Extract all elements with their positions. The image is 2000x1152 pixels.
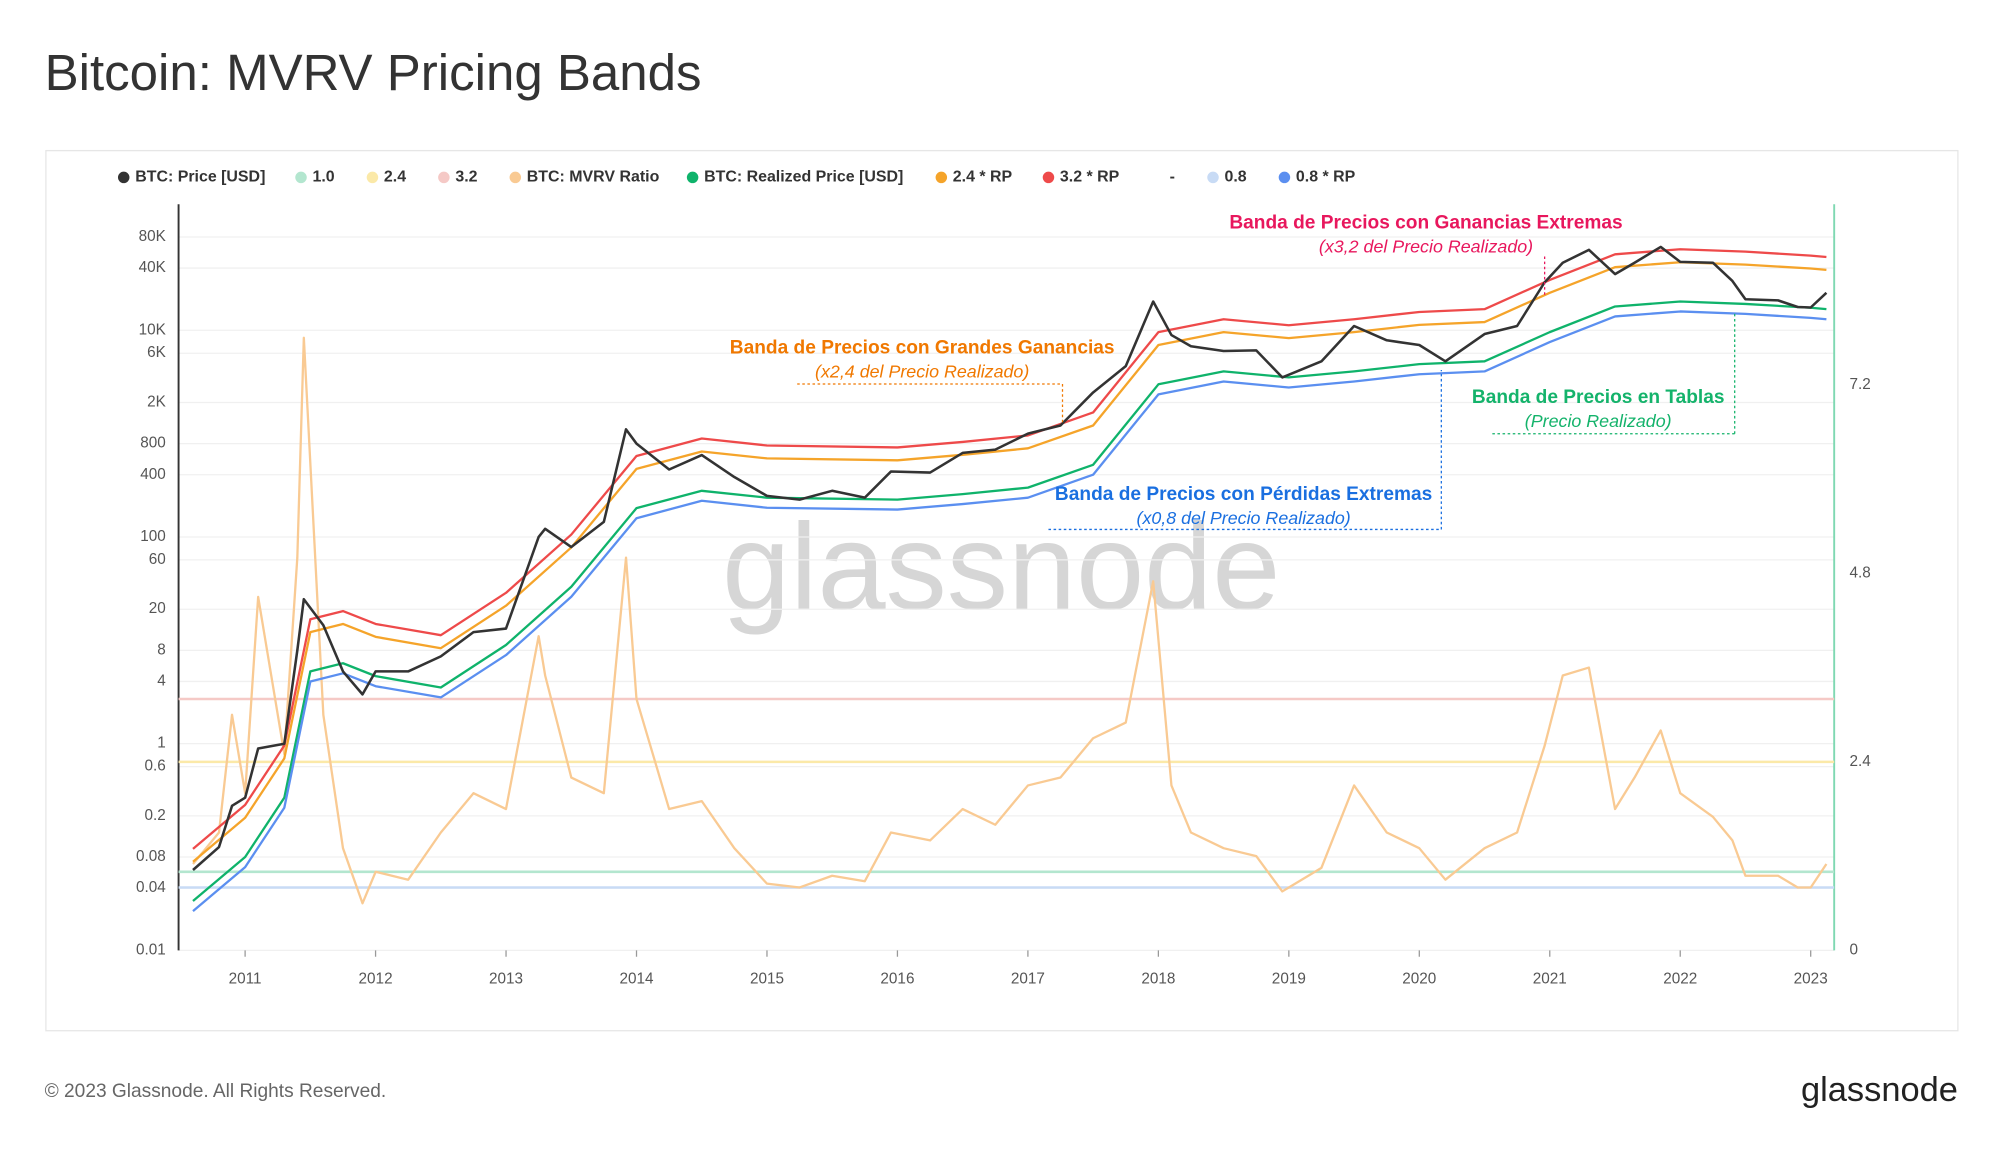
legend-label: 2.4 * RP — [953, 169, 1013, 186]
legend-label: 0.8 — [1224, 169, 1246, 186]
y-tick-label: 0.04 — [136, 879, 166, 896]
annotation-title: Banda de Precios con Pérdidas Extremas — [1055, 484, 1432, 505]
y-tick-label: 0.6 — [145, 758, 166, 775]
y-tick-label: 2K — [147, 394, 167, 411]
copyright: © 2023 Glassnode. All Rights Reserved. — [45, 1081, 387, 1102]
annotation-subtitle: (x3,2 del Precio Realizado) — [1319, 236, 1533, 256]
series-line — [192, 300, 1827, 902]
legend-marker — [438, 171, 450, 184]
watermark: glassnode — [722, 498, 1280, 635]
x-tick-label: 2011 — [229, 971, 262, 988]
legend-label: BTC: Price [USD] — [135, 169, 265, 186]
y-tick-label: 0.08 — [136, 848, 166, 865]
x-tick-label: 2016 — [880, 971, 914, 988]
series-line — [192, 310, 1827, 912]
x-tick-label: 2021 — [1533, 971, 1567, 988]
legend-label: 3.2 * RP — [1060, 169, 1120, 186]
legend-marker — [935, 171, 948, 184]
series-line — [192, 336, 1828, 905]
annotation-title: Banda de Precios con Ganancias Extremas — [1229, 212, 1622, 233]
y-tick-label: 100 — [140, 528, 166, 545]
legend-marker — [117, 171, 130, 184]
x-tick-label: 2013 — [489, 971, 523, 988]
x-tick-label: 2017 — [1011, 971, 1045, 988]
series-line — [192, 245, 1828, 871]
series-line — [192, 248, 1827, 850]
annotation-title: Banda de Precios en Tablas — [1472, 387, 1725, 408]
chart-title: Bitcoin: MVRV Pricing Bands — [45, 44, 702, 101]
annotation-subtitle: (Precio Realizado) — [1525, 411, 1672, 431]
legend-marker — [1042, 171, 1055, 184]
y2-tick-label: 0 — [1849, 941, 1858, 958]
legend-label: 1.0 — [313, 169, 335, 186]
y-tick-label: 6K — [147, 344, 167, 361]
y2-tick-label: 2.4 — [1849, 753, 1871, 770]
y-tick-label: 1 — [157, 735, 166, 752]
y-tick-label: 8 — [157, 641, 166, 658]
y-tick-label: 60 — [149, 551, 166, 568]
x-tick-label: 2014 — [619, 971, 654, 988]
y-tick-label: 800 — [140, 435, 166, 452]
y-tick-label: 20 — [149, 600, 166, 617]
y2-tick-label: 4.8 — [1849, 564, 1870, 581]
legend-marker — [366, 171, 379, 184]
legend-marker — [1207, 171, 1219, 184]
y-tick-label: 0.01 — [136, 941, 166, 958]
chart-panel — [45, 149, 1959, 1032]
x-tick-label: 2018 — [1141, 971, 1175, 988]
legend-marker — [1278, 171, 1291, 184]
x-tick-label: 2015 — [750, 971, 784, 988]
legend-marker — [686, 171, 699, 184]
legend-marker — [295, 171, 307, 184]
x-tick-label: 2012 — [359, 971, 393, 988]
annotation-subtitle: (x0,8 del Precio Realizado) — [1137, 508, 1351, 528]
y-tick-label: 4 — [157, 672, 166, 689]
legend-label: BTC: Realized Price [USD] — [704, 169, 903, 186]
annotation-title: Banda de Precios con Grandes Ganancias — [730, 337, 1115, 358]
annotation-subtitle: (x2,4 del Precio Realizado) — [815, 361, 1029, 381]
x-tick-label: 2019 — [1272, 971, 1306, 988]
legend-marker — [509, 171, 522, 184]
y-tick-label: 10K — [139, 321, 167, 338]
logo: glassnode — [1801, 1071, 1958, 1109]
series-line — [192, 261, 1827, 863]
legend-label: BTC: MVRV Ratio — [527, 169, 660, 186]
y-tick-label: 40K — [139, 259, 167, 276]
legend-label: 0.8 * RP — [1296, 169, 1356, 186]
y-tick-label: 400 — [140, 466, 166, 483]
legend-label: 3.2 — [455, 169, 477, 186]
y-tick-label: 0.2 — [145, 807, 166, 824]
x-tick-label: 2022 — [1663, 971, 1697, 988]
x-tick-label: 2023 — [1794, 971, 1828, 988]
x-tick-label: 2020 — [1402, 971, 1436, 988]
legend-label: - — [1170, 169, 1175, 186]
y2-tick-label: 7.2 — [1849, 376, 1870, 393]
legend-label: 2.4 — [384, 169, 406, 186]
y-tick-label: 80K — [139, 228, 167, 245]
